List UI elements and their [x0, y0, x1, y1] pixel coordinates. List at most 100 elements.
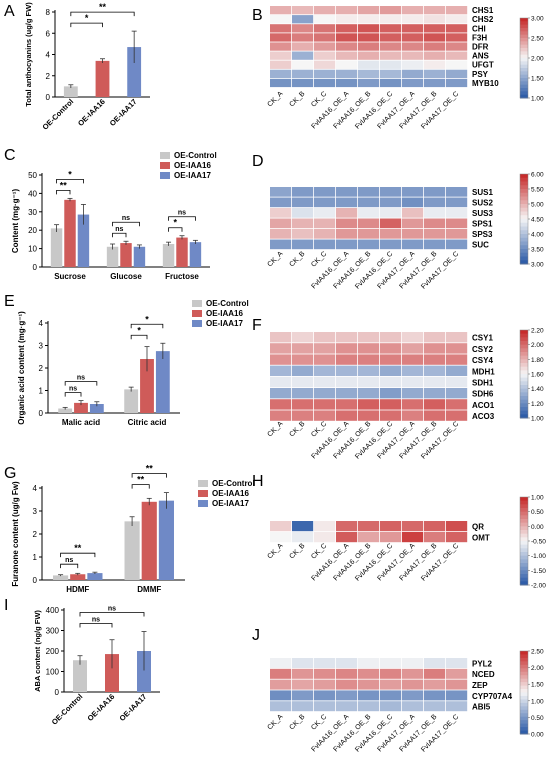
- heatmap-cell: [292, 679, 314, 690]
- legend-swatch: [192, 320, 202, 327]
- category-label: OE-IAA17: [108, 97, 139, 128]
- y-tick-label: 2: [46, 72, 51, 81]
- color-scale-segment: [520, 196, 528, 201]
- y-tick-label: 0: [46, 93, 51, 102]
- significance-bracket: [70, 11, 135, 17]
- significance-bracket: [56, 178, 84, 184]
- y-axis-label: ABA content (ng/g FW): [33, 610, 42, 692]
- significance-bracket: [79, 612, 145, 617]
- row-label: MDH1: [472, 367, 495, 376]
- heatmap-cell: [402, 701, 424, 712]
- heatmap-cell: [424, 354, 446, 365]
- heatmap-cell: [292, 78, 314, 88]
- panel-letter-h: H: [252, 473, 264, 490]
- row-label: DFR: [472, 42, 489, 51]
- color-scale-label: 1.00: [531, 495, 544, 502]
- color-scale-segment: [520, 727, 528, 732]
- color-scale-segment: [520, 692, 528, 697]
- heatmap-cell: [292, 33, 314, 42]
- y-tick-label: 0: [33, 576, 38, 585]
- heatmap-cell: [424, 365, 446, 376]
- y-axis-label: Furanone content (ug/g Fw): [11, 481, 20, 587]
- heatmap-cell: [424, 376, 446, 388]
- heatmap-cell: [336, 679, 358, 690]
- heatmap-cell: [270, 187, 292, 197]
- color-scale-segment: [520, 504, 528, 509]
- heatmap-cell: [314, 668, 336, 679]
- color-scale-label: 0.00: [531, 732, 544, 739]
- heatmap-cell: [270, 6, 292, 15]
- heatmap-cell: [336, 51, 358, 60]
- color-scale-segment: [520, 511, 528, 516]
- heatmap-cell: [446, 187, 468, 197]
- color-scale-segment: [520, 207, 528, 212]
- heatmap-cell: [402, 332, 424, 343]
- color-scale-segment: [520, 689, 528, 693]
- heatmap-cell: [424, 42, 446, 51]
- heatmap-cell: [380, 60, 402, 69]
- y-tick-label: 3: [39, 342, 44, 351]
- category-label: OE-IAA17: [118, 692, 149, 723]
- color-scale-segment: [520, 709, 528, 714]
- heatmap-cell: [446, 521, 468, 532]
- panel-letter-i: I: [4, 597, 8, 614]
- row-label: SUS1: [472, 188, 493, 197]
- color-scale-segment: [520, 359, 528, 364]
- heatmap-cell: [424, 15, 446, 24]
- heatmap-cell: [380, 410, 402, 421]
- color-scale-segment: [520, 230, 528, 235]
- heatmap-cell: [402, 197, 424, 208]
- heatmap-cell: [270, 399, 292, 410]
- color-scale-segment: [520, 58, 528, 62]
- y-tick-label: 6: [46, 29, 51, 38]
- legend-swatch: [160, 172, 170, 179]
- y-axis-label: Organic acid content (mg·g⁻¹): [17, 311, 26, 425]
- heatmap-cell: [402, 354, 424, 365]
- panel-letter-c: C: [4, 147, 16, 164]
- color-scale-segment: [520, 671, 528, 676]
- significance-label: **: [99, 2, 107, 12]
- column-label: CK_C: [310, 90, 328, 108]
- column-label: CK_C: [310, 542, 328, 560]
- heatmap-cell: [314, 229, 336, 239]
- significance-bracket: [112, 221, 140, 227]
- heatmap-cell: [314, 532, 336, 543]
- row-label: SUS2: [472, 199, 493, 208]
- heatmap-cell: [446, 690, 468, 701]
- significance-label: ns: [77, 375, 85, 382]
- color-scale-label: 1.20: [531, 401, 544, 408]
- category-label: OE-Control: [41, 97, 76, 132]
- color-scale-label: -0.50: [531, 539, 546, 546]
- heatmap-cell: [292, 6, 314, 15]
- column-label: CK_C: [310, 250, 328, 268]
- bar: [162, 244, 175, 267]
- column-label: CK_B: [289, 90, 307, 108]
- heatmap-cell: [380, 376, 402, 388]
- color-scale-label: 2.00: [531, 665, 544, 672]
- heatmap-cell: [292, 42, 314, 51]
- color-scale-label: 2.50: [531, 36, 544, 43]
- y-tick-label: 40: [28, 189, 37, 198]
- bar: [124, 521, 140, 580]
- heatmap-cell: [358, 343, 380, 354]
- panel-letter-g: G: [4, 465, 16, 482]
- heatmap-cell: [358, 187, 380, 197]
- heatmap-cell: [402, 658, 424, 668]
- significance-bracket: [130, 323, 164, 329]
- color-scale-segment: [520, 211, 528, 216]
- row-label: ACO3: [472, 412, 495, 421]
- heatmap-cell: [314, 376, 336, 388]
- category-label: OE-IAA16: [76, 97, 107, 128]
- heatmap-cell: [314, 187, 336, 197]
- bar: [140, 359, 154, 413]
- color-scale-segment: [520, 396, 528, 401]
- color-scale-segment: [520, 330, 528, 335]
- heatmap-cell: [292, 410, 314, 421]
- y-tick-label: 2: [39, 364, 44, 373]
- color-scale-segment: [520, 200, 528, 205]
- heatmap-cell: [446, 388, 468, 399]
- y-tick-label: 3: [33, 507, 38, 516]
- y-tick-label: 10: [28, 245, 37, 254]
- category-label: DMMF: [137, 585, 161, 594]
- panel-letter-b: B: [252, 7, 263, 24]
